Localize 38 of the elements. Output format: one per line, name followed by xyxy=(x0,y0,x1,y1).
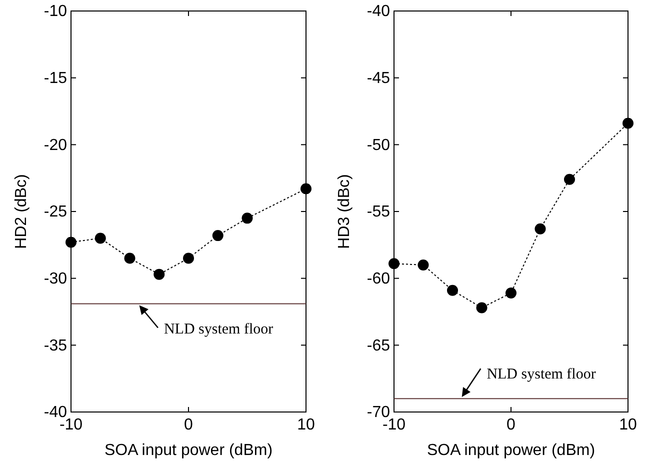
x-tick-label: 0 xyxy=(184,416,194,434)
x-axis-title: SOA input power (dBm) xyxy=(426,442,596,459)
y-tick-label: -30 xyxy=(44,270,68,288)
y-axis-title: HD3 (dBc) xyxy=(336,174,353,249)
y-tick-label: -45 xyxy=(366,70,390,87)
x-tick-label: 0 xyxy=(506,416,516,434)
point xyxy=(564,174,575,185)
x-tick-label: 10 xyxy=(619,416,637,434)
point xyxy=(183,252,194,264)
point xyxy=(212,230,224,242)
point xyxy=(476,302,488,314)
y-tick-label: -35 xyxy=(44,337,68,354)
y-tick-label: -50 xyxy=(366,136,390,154)
y-tick-label: -65 xyxy=(366,337,390,354)
annotation: NLD system floor xyxy=(486,366,596,383)
point xyxy=(66,236,76,248)
point xyxy=(447,284,458,296)
y-tick-label: -40 xyxy=(366,3,390,20)
y-tick-label: -15 xyxy=(44,70,68,87)
point xyxy=(534,223,546,234)
point xyxy=(300,183,312,194)
point xyxy=(94,232,106,244)
annotation: NLD system floor xyxy=(164,322,274,338)
point xyxy=(622,118,634,129)
y-tick-label: -20 xyxy=(44,136,68,154)
point xyxy=(506,288,516,299)
x-axis-title: SOA input power (dBm) xyxy=(104,442,273,459)
y-tick-label: -10 xyxy=(44,3,68,20)
point xyxy=(124,252,136,264)
x-tick-label: 10 xyxy=(297,416,315,434)
point xyxy=(242,212,253,224)
point xyxy=(418,259,429,270)
point xyxy=(388,258,400,270)
point xyxy=(154,268,165,280)
y-tick-label: -25 xyxy=(44,204,68,221)
y-tick-label: -55 xyxy=(366,204,390,221)
y-tick-label: -60 xyxy=(366,270,390,288)
y-axis-title: HD2 (dBc) xyxy=(13,174,30,249)
